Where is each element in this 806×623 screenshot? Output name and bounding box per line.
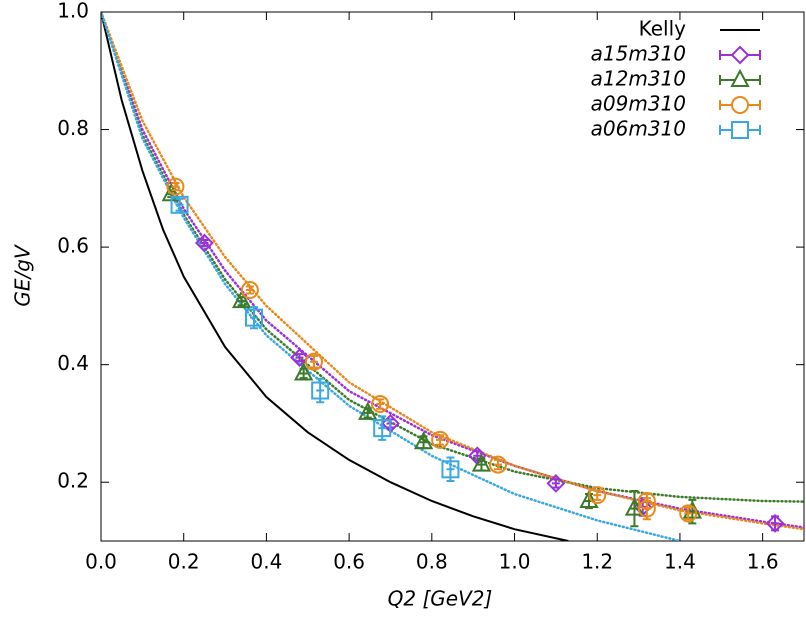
x-tick-label: 0.6 (333, 550, 365, 574)
marker (579, 489, 599, 509)
error-bar (250, 306, 259, 330)
error-bar (200, 239, 209, 247)
marker (546, 473, 566, 493)
plot-frame (100, 11, 805, 542)
legend-marker (731, 121, 749, 139)
marker (231, 290, 252, 309)
fit-curve (101, 12, 804, 503)
marker (431, 430, 450, 449)
error-bar (376, 398, 385, 410)
legend-label: Kelly (639, 17, 687, 41)
marker (293, 362, 314, 381)
marker (471, 453, 492, 472)
error-bar (419, 435, 428, 450)
kelly-curve (101, 12, 569, 541)
marker (413, 431, 434, 450)
error-bar (630, 490, 639, 528)
marker (304, 352, 323, 371)
legend-marker (730, 45, 750, 65)
y-tick-label: 1.0 (57, 0, 89, 23)
error-bar (493, 458, 502, 471)
legend-marker (730, 68, 750, 87)
legend-label: a15m310 (591, 42, 686, 66)
error-bar (688, 498, 697, 525)
marker (679, 504, 698, 523)
error-bar (299, 367, 308, 380)
x-tick-label: 0.2 (168, 550, 200, 574)
marker (488, 455, 507, 474)
marker (588, 486, 607, 505)
marker (166, 177, 185, 196)
x-tick-label: 0.0 (85, 550, 117, 574)
error-bar (171, 182, 180, 192)
legend-label: a09m310 (591, 92, 686, 116)
marker (637, 499, 656, 518)
x-tick-label: 0.8 (416, 550, 448, 574)
error-bar (309, 354, 318, 369)
error-bar (363, 407, 372, 419)
error-bar (245, 285, 254, 295)
x-tick-label: 1.2 (581, 550, 613, 574)
error-bar (436, 434, 445, 446)
y-tick-label: 0.8 (57, 116, 89, 140)
y-tick-label: 0.4 (57, 351, 89, 375)
x-tick-label: 1.4 (664, 550, 696, 574)
plot-area (101, 12, 804, 541)
marker (240, 281, 259, 300)
y-tick-label: 0.2 (57, 469, 89, 493)
marker (290, 348, 309, 368)
error-bar (237, 296, 246, 307)
marker (765, 513, 785, 533)
legend-marker (731, 96, 749, 114)
error-bar (175, 197, 184, 212)
error-bar (593, 489, 602, 501)
error-bar (316, 377, 325, 404)
marker (194, 233, 214, 253)
error-bar (551, 478, 560, 489)
marker (311, 381, 330, 400)
x-tick-label: 1.0 (499, 550, 531, 574)
error-bar (378, 415, 387, 441)
legend-label: a06m310 (591, 117, 686, 141)
marker (373, 419, 392, 438)
x-tick-label: 0.4 (251, 550, 283, 574)
marker (358, 401, 378, 420)
error-bar (473, 450, 482, 462)
marker (441, 460, 460, 479)
x-tick-label: 1.6 (747, 550, 779, 574)
marker (170, 195, 189, 214)
y-axis-label: GE/gV (11, 244, 35, 307)
legend-label: a12m310 (591, 67, 686, 91)
error-bar (295, 353, 304, 363)
marker (371, 395, 390, 414)
error-bar (446, 456, 455, 483)
error-bar (642, 497, 651, 521)
y-tick-label: 0.6 (57, 234, 89, 258)
error-bar (684, 506, 693, 521)
x-axis-label: Q2 [GeV2] (388, 587, 493, 611)
error-bar (477, 457, 486, 472)
marker (245, 308, 264, 327)
